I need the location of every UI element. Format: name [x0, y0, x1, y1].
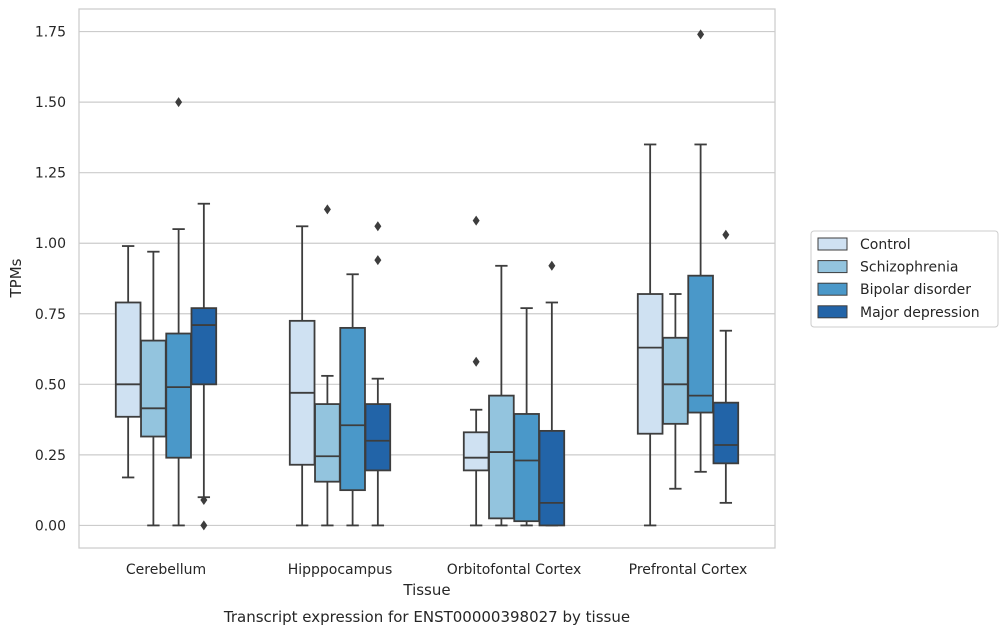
- y-tick-label: 0.00: [35, 518, 66, 534]
- box-iqr: [165, 332, 192, 459]
- box-iqr: [364, 403, 392, 472]
- box-group: [288, 225, 316, 527]
- box-group: [462, 215, 490, 527]
- box-group: [538, 260, 566, 527]
- y-tick-label: 1.50: [35, 95, 66, 111]
- y-tick-label: 1.75: [35, 25, 66, 41]
- y-tick-label: 1.25: [35, 166, 66, 182]
- box-group: [662, 293, 689, 490]
- box-group: [636, 143, 664, 527]
- outlier-point: [374, 221, 382, 232]
- x-tick-label: Orbitofontal Cortex: [447, 562, 582, 578]
- x-tick-labels: Cerebellum Hipppocampus Orbitofontal Corte…: [126, 562, 747, 578]
- legend-label: Major depression: [860, 305, 980, 321]
- boxes: [114, 29, 740, 531]
- box-iqr: [662, 336, 689, 425]
- legend-swatch: [817, 237, 848, 251]
- plot-area: [78, 8, 776, 549]
- x-tick-label: Cerebellum: [126, 562, 206, 578]
- box-iqr: [687, 274, 714, 414]
- box-iqr: [140, 339, 167, 438]
- outlier-point: [472, 215, 480, 226]
- y-tick-label: 0.25: [35, 448, 66, 464]
- x-tick-label: Prefrontal Cortex: [629, 562, 748, 578]
- box-iqr: [636, 293, 664, 435]
- outlier-point: [200, 495, 208, 506]
- y-tick-label: 0.75: [35, 307, 66, 323]
- x-axis-label: Tissue: [402, 581, 450, 599]
- box-iqr: [712, 401, 740, 465]
- box-group: [488, 264, 515, 527]
- legend-label: Bipolar disorder: [860, 282, 971, 298]
- box-iqr: [513, 413, 540, 523]
- x-tick-label: Hipppocampus: [288, 562, 393, 578]
- y-tick-label: 1.00: [35, 236, 66, 252]
- box-group: [114, 245, 142, 479]
- box-group: [165, 97, 192, 527]
- box-group: [513, 307, 540, 527]
- outlier-point: [323, 204, 331, 215]
- outlier-point: [472, 356, 480, 367]
- outlier-point: [200, 520, 208, 531]
- outlier-point: [175, 97, 183, 108]
- box-group: [687, 29, 714, 473]
- legend-frame: [810, 230, 999, 328]
- legend-swatch: [817, 282, 848, 296]
- box-group: [712, 229, 740, 504]
- box-group: [314, 204, 341, 527]
- outlier-point: [548, 260, 556, 271]
- legend: Control Schizophrenia Bipolar disorder Majo…: [810, 230, 999, 328]
- outlier-point: [722, 229, 730, 240]
- legend-swatch: [817, 305, 848, 319]
- outlier-point: [374, 255, 382, 266]
- box-iqr: [538, 429, 566, 527]
- legend-label: Control: [860, 237, 911, 253]
- box-iqr: [488, 394, 515, 520]
- box-iqr: [190, 307, 218, 386]
- box-iqr: [462, 431, 490, 472]
- y-tick-labels: 0.00 0.25 0.50 0.75 1.00 1.25 1.50 1.75: [35, 25, 66, 535]
- y-tick-label: 0.50: [35, 377, 66, 393]
- y-axis-label: TPMs: [7, 258, 25, 298]
- legend-swatch: [817, 260, 848, 274]
- box-group: [140, 250, 167, 527]
- box-iqr: [114, 301, 142, 418]
- box-group: [339, 273, 366, 527]
- box-iqr: [314, 403, 341, 483]
- box-group: [190, 202, 218, 531]
- box-group: [364, 221, 392, 527]
- box-iqr: [339, 326, 366, 492]
- chart-caption: Transcript expression for ENST0000039802…: [223, 608, 630, 626]
- outlier-point: [697, 29, 705, 40]
- legend-label: Schizophrenia: [860, 260, 958, 276]
